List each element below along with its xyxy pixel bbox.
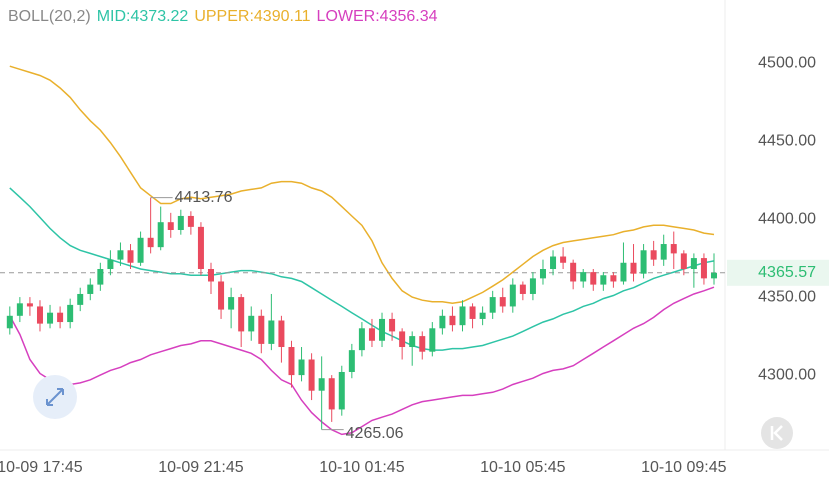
candle-body <box>177 215 184 230</box>
candle-body <box>197 226 204 270</box>
candle-body <box>288 347 295 376</box>
legend-item: MID:4373.22 <box>96 8 189 25</box>
candle-body <box>459 306 466 326</box>
candle-body <box>147 237 154 248</box>
candle-body <box>338 371 345 410</box>
candle-body <box>670 244 677 254</box>
y-tick-label: 4450.00 <box>758 132 816 149</box>
candle-body <box>368 328 375 341</box>
candle-body <box>57 312 64 323</box>
candle-body <box>439 315 446 329</box>
candle-body <box>87 284 94 294</box>
candle-body <box>429 328 436 352</box>
candle-body <box>389 318 396 332</box>
candle-body <box>16 303 23 316</box>
last-price-label: 4365.57 <box>758 264 816 281</box>
candle-body <box>509 284 516 307</box>
candle-body <box>167 222 174 230</box>
candle-body <box>157 222 164 248</box>
x-tick-label: 10-10 05:45 <box>480 459 566 476</box>
candle-body <box>409 336 416 348</box>
candle-body <box>77 293 84 305</box>
candle-body <box>519 284 526 294</box>
expand-icon <box>46 388 64 406</box>
candle-body <box>127 250 134 263</box>
indicator-label: BOLL(20,2) <box>8 8 91 25</box>
legend-item: UPPER:4390.11 <box>194 8 311 25</box>
band-line <box>9 286 715 436</box>
y-tick-label: 4300.00 <box>758 366 816 383</box>
candle-body <box>650 250 657 260</box>
plot: 4413.76 4265.06 <box>0 65 725 442</box>
candle-body <box>318 378 325 391</box>
candle-body <box>379 318 386 341</box>
y-tick-label: 4400.00 <box>758 210 816 227</box>
candle-body <box>47 312 54 324</box>
band-line <box>9 65 715 305</box>
candle-body <box>529 278 536 294</box>
legend: BOLL(20,2) MID:4373.22 UPPER:4390.11 LOWER… <box>8 8 438 26</box>
candle-body <box>137 237 144 263</box>
candle-body <box>700 258 707 279</box>
candle-body <box>600 275 607 285</box>
candle-body <box>630 262 637 274</box>
band-line <box>9 187 715 351</box>
candle-body <box>107 259 114 270</box>
candle-body <box>298 359 305 376</box>
candle-body <box>268 320 275 344</box>
candle-body <box>479 312 486 319</box>
candle-body <box>620 262 627 282</box>
candle-body <box>580 272 587 282</box>
candle-body <box>570 262 577 282</box>
candle-body <box>419 336 426 352</box>
candle-body <box>711 272 717 279</box>
candle-body <box>97 269 104 285</box>
candle-body <box>328 378 335 410</box>
last-price-tag <box>727 259 829 286</box>
candle-body <box>278 320 285 348</box>
candle-body <box>218 281 225 310</box>
candle-body <box>308 359 315 391</box>
scroll-latest-button[interactable] <box>761 417 793 449</box>
y-tick-label: 4500.00 <box>758 54 816 71</box>
candle-body <box>187 215 194 227</box>
candle-body <box>258 315 265 344</box>
candle-body <box>499 297 506 307</box>
x-tick-label: 10-10 01:45 <box>319 459 405 476</box>
candle-body <box>610 275 617 282</box>
candle-body <box>590 272 597 285</box>
candle-body <box>539 269 546 279</box>
x-tick-label: 10-09 21:45 <box>158 459 244 476</box>
candle-body <box>690 258 697 270</box>
legend-item: LOWER:4356.34 <box>316 8 438 25</box>
candle-body <box>36 306 43 324</box>
candle-body <box>26 303 33 307</box>
x-tick-label: 10-09 17:45 <box>0 459 83 476</box>
candle-body <box>560 256 567 263</box>
candle-body <box>660 244 667 260</box>
candle-body <box>67 304 74 323</box>
candle-body <box>248 315 255 332</box>
candle-body <box>6 315 13 329</box>
annotation-label: 4413.76 <box>175 189 233 206</box>
candle-body <box>358 328 365 351</box>
candle-body <box>449 315 456 326</box>
scroll-icon <box>770 425 783 441</box>
candle-body <box>208 269 214 282</box>
candle-body <box>399 331 406 348</box>
candle-body <box>238 297 245 332</box>
candle-body <box>680 253 687 270</box>
candle-body <box>550 256 557 270</box>
candle-body <box>228 297 235 310</box>
candle-body <box>640 250 647 274</box>
candle-body <box>489 297 496 313</box>
y-tick-label: 4350.00 <box>758 288 816 305</box>
candle-body <box>469 306 476 319</box>
annotation-label: 4265.06 <box>346 425 404 442</box>
x-tick-label: 10-10 09:45 <box>641 459 727 476</box>
candle-body <box>348 350 355 372</box>
candle-body <box>117 250 124 260</box>
